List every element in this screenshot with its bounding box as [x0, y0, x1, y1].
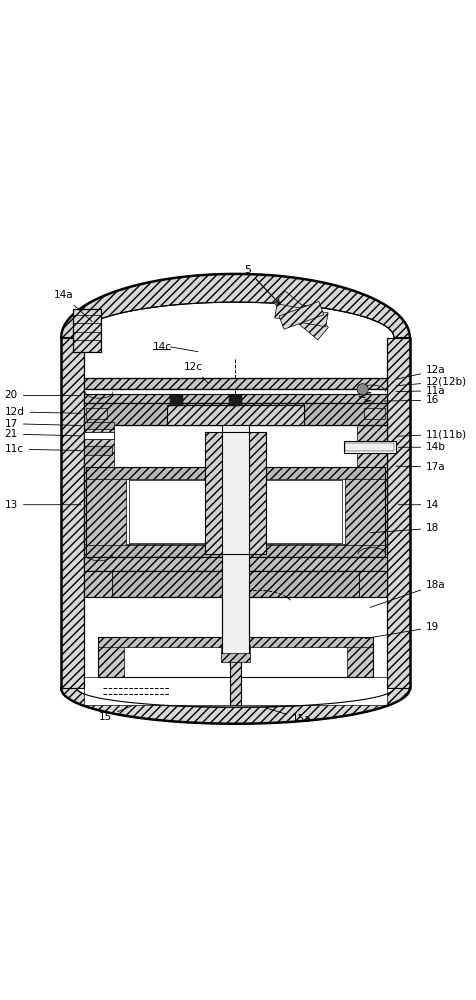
Text: 12(12b): 12(12b)	[395, 376, 466, 386]
Polygon shape	[61, 274, 409, 338]
Bar	[344, 467, 384, 557]
Text: 14: 14	[397, 500, 438, 510]
Bar	[84, 557, 387, 571]
Bar	[84, 394, 114, 554]
Text: 12c: 12c	[183, 362, 207, 383]
Text: 11(11b): 11(11b)	[395, 429, 466, 439]
Bar	[205, 432, 266, 554]
Bar	[345, 443, 393, 451]
Bar	[222, 425, 248, 653]
Text: 15a: 15a	[266, 708, 311, 724]
Text: 14b: 14b	[397, 442, 445, 452]
Polygon shape	[278, 301, 323, 329]
Polygon shape	[274, 304, 327, 327]
Bar	[84, 677, 387, 705]
Bar	[86, 467, 384, 479]
Bar	[61, 338, 84, 688]
Text: 17a: 17a	[395, 462, 445, 472]
Bar	[84, 571, 112, 597]
Text: 11a: 11a	[395, 386, 445, 396]
Bar	[347, 637, 372, 677]
Bar	[98, 637, 124, 677]
Bar	[84, 378, 387, 389]
Text: 14a: 14a	[53, 290, 92, 322]
Bar	[250, 480, 342, 543]
Bar	[84, 432, 114, 439]
Polygon shape	[61, 688, 409, 724]
Bar	[86, 408, 107, 419]
Bar	[86, 467, 126, 557]
Bar	[229, 395, 241, 406]
Bar	[129, 480, 219, 543]
Bar	[84, 403, 387, 425]
Text: 11c: 11c	[5, 444, 81, 454]
Bar	[343, 441, 395, 453]
Bar	[229, 662, 241, 705]
Bar	[84, 446, 112, 455]
Bar	[358, 571, 387, 597]
Text: 13: 13	[5, 500, 81, 510]
Bar	[167, 405, 303, 425]
Text: 20: 20	[5, 390, 81, 400]
Bar	[112, 571, 358, 597]
Text: 21: 21	[5, 429, 81, 439]
Text: 16: 16	[384, 395, 438, 405]
Bar	[98, 637, 372, 647]
Bar	[84, 422, 114, 429]
Bar	[221, 645, 249, 662]
Text: 17: 17	[5, 419, 81, 429]
Bar	[86, 545, 384, 557]
Text: 18: 18	[369, 523, 438, 533]
Bar	[363, 408, 384, 419]
Text: 12a: 12a	[395, 365, 445, 379]
Bar	[170, 395, 182, 406]
Bar	[222, 597, 248, 637]
Text: 18a: 18a	[369, 580, 445, 607]
Text: 14c: 14c	[153, 342, 172, 352]
Text: 15: 15	[99, 706, 131, 722]
Text: 12d: 12d	[5, 407, 81, 417]
Bar	[84, 544, 387, 554]
Polygon shape	[274, 291, 327, 340]
Bar	[387, 338, 409, 688]
Bar	[84, 394, 387, 404]
Circle shape	[356, 384, 367, 395]
Text: 19: 19	[365, 622, 438, 638]
Bar	[356, 394, 387, 554]
Bar	[73, 309, 101, 352]
Text: 5: 5	[243, 265, 279, 304]
